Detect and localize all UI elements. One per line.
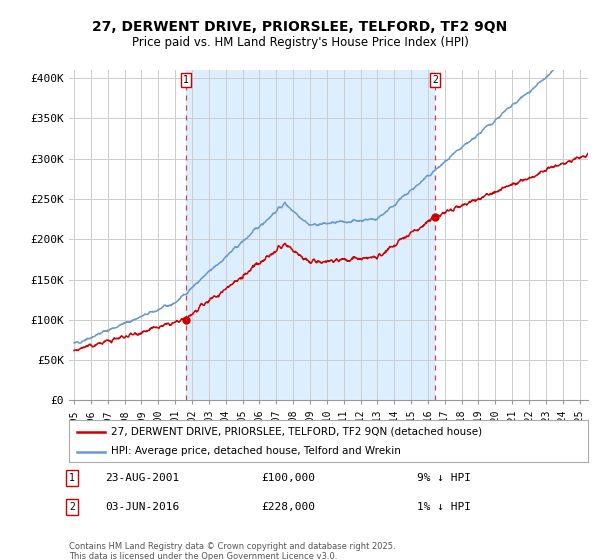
Text: 1% ↓ HPI: 1% ↓ HPI bbox=[417, 502, 471, 512]
Text: 9% ↓ HPI: 9% ↓ HPI bbox=[417, 473, 471, 483]
Text: 1: 1 bbox=[69, 473, 75, 483]
Text: 27, DERWENT DRIVE, PRIORSLEE, TELFORD, TF2 9QN: 27, DERWENT DRIVE, PRIORSLEE, TELFORD, T… bbox=[92, 20, 508, 34]
Text: £100,000: £100,000 bbox=[261, 473, 315, 483]
Text: HPI: Average price, detached house, Telford and Wrekin: HPI: Average price, detached house, Telf… bbox=[110, 446, 400, 456]
Text: 1: 1 bbox=[183, 75, 189, 85]
Text: 27, DERWENT DRIVE, PRIORSLEE, TELFORD, TF2 9QN (detached house): 27, DERWENT DRIVE, PRIORSLEE, TELFORD, T… bbox=[110, 427, 482, 437]
Text: 2: 2 bbox=[69, 502, 75, 512]
Text: £228,000: £228,000 bbox=[261, 502, 315, 512]
Bar bbox=[186, 70, 435, 400]
Text: Price paid vs. HM Land Registry's House Price Index (HPI): Price paid vs. HM Land Registry's House … bbox=[131, 36, 469, 49]
Text: Contains HM Land Registry data © Crown copyright and database right 2025.
This d: Contains HM Land Registry data © Crown c… bbox=[69, 542, 395, 560]
Text: 2: 2 bbox=[432, 75, 438, 85]
Text: 23-AUG-2001: 23-AUG-2001 bbox=[105, 473, 179, 483]
Text: 03-JUN-2016: 03-JUN-2016 bbox=[105, 502, 179, 512]
